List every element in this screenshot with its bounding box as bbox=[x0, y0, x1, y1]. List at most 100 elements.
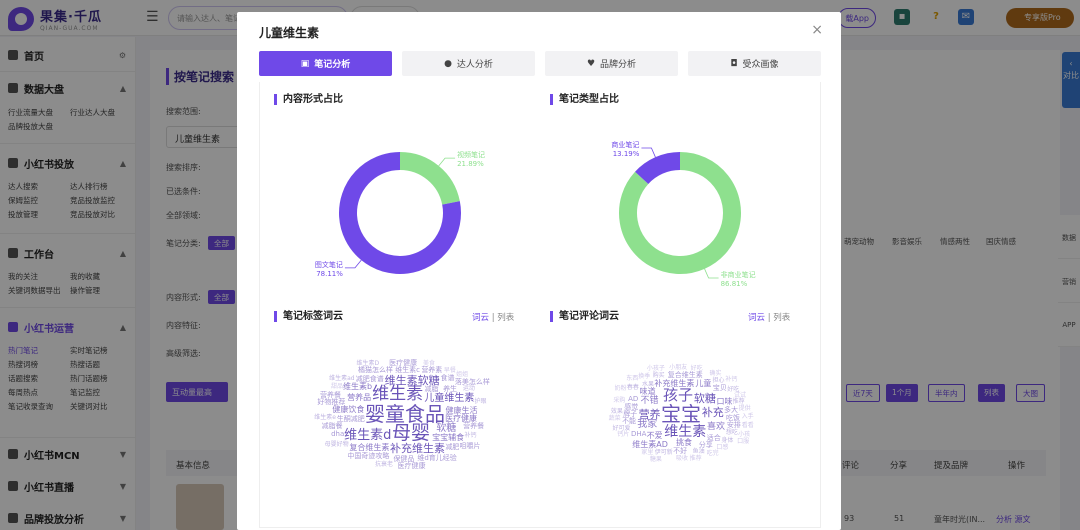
sidebar-item[interactable]: 达人搜索 bbox=[8, 182, 38, 191]
sort-by-interaction-button[interactable]: 互动量最高 bbox=[166, 382, 228, 402]
word-cloud-item[interactable]: 橘猫怎么样 bbox=[358, 366, 394, 375]
vip-button[interactable]: 专享版Pro bbox=[1006, 8, 1074, 28]
tab-note-analysis[interactable]: ▣ 笔记分析 bbox=[259, 51, 392, 76]
word-cloud-item[interactable]: 保健品 bbox=[393, 454, 415, 463]
word-cloud-item[interactable]: 家里 bbox=[641, 449, 654, 457]
word-cloud-item[interactable]: 姐姐 bbox=[456, 371, 469, 379]
word-cloud-item[interactable]: 口感 bbox=[716, 443, 729, 451]
word-cloud-item[interactable]: 婴童食品 bbox=[365, 402, 445, 426]
word-cloud-item[interactable]: 宝宝辅食 bbox=[432, 433, 465, 443]
word-cloud-item[interactable]: 钙片 bbox=[617, 431, 630, 439]
word-cloud-item[interactable]: 试试 bbox=[733, 392, 746, 400]
word-cloud-item[interactable]: 早餐 bbox=[443, 367, 456, 375]
word-cloud-item[interactable]: 宝贝 bbox=[712, 383, 727, 392]
word-cloud-item[interactable]: 想吃 bbox=[725, 429, 738, 437]
category-item[interactable]: 萌宠动物 bbox=[844, 237, 874, 246]
sidebar-item-hot-notes[interactable]: 热门笔记 bbox=[8, 346, 38, 355]
word-cloud-item[interactable]: 护眼 bbox=[474, 398, 487, 406]
word-cloud-item[interactable]: 补充维生素 bbox=[390, 442, 446, 456]
word-cloud-item[interactable]: 补钙 bbox=[464, 432, 477, 440]
sidebar-item[interactable]: 达人排行榜 bbox=[70, 182, 108, 191]
sidebar-item[interactable]: 竞品投放监控 bbox=[70, 196, 115, 205]
word-cloud-item[interactable]: 适合 bbox=[706, 433, 721, 442]
word-cloud-item[interactable]: 食谱 bbox=[440, 374, 455, 383]
word-cloud-item[interactable]: 鱼油 bbox=[692, 447, 705, 455]
word-cloud-item[interactable]: 身体 bbox=[721, 437, 734, 445]
word-cloud-item[interactable]: 生酮减肥 bbox=[336, 414, 365, 423]
word-cloud-item[interactable]: 口服 bbox=[737, 437, 750, 445]
sidebar-item[interactable]: 我的收藏 bbox=[70, 272, 100, 281]
word-cloud-item[interactable]: 挑食 bbox=[676, 438, 693, 448]
word-cloud-item[interactable]: 营养餐 bbox=[319, 390, 341, 399]
word-cloud-item[interactable]: 维生素软糖 bbox=[384, 373, 440, 387]
category-item[interactable]: 国庆情感 bbox=[986, 237, 1016, 246]
sidebar-item[interactable]: 行业流量大盘 bbox=[8, 108, 53, 117]
word-cloud-item[interactable]: 中国奇迹攻略 bbox=[347, 452, 390, 461]
word-cloud-item[interactable]: 不爱 bbox=[646, 431, 663, 441]
sidebar-item[interactable]: 笔记监控 bbox=[70, 388, 100, 397]
sidebar-item[interactable]: 我的关注 bbox=[8, 272, 38, 281]
sidebar-item[interactable]: 关键词对比 bbox=[70, 402, 108, 411]
word-cloud-item[interactable]: 软糖 bbox=[693, 391, 716, 405]
word-cloud-item[interactable]: 春春 bbox=[626, 384, 639, 392]
compare-float-button[interactable]: ‹ 对比 bbox=[1062, 52, 1080, 108]
word-cloud-item[interactable]: 我家 bbox=[637, 419, 658, 431]
word-cloud-item[interactable]: 减脂 bbox=[424, 384, 439, 393]
comment-list-button[interactable]: 列表 bbox=[773, 313, 791, 323]
sidebar-item[interactable]: 操作管理 bbox=[70, 286, 100, 295]
word-cloud-item[interactable]: 东西 bbox=[626, 375, 639, 383]
word-cloud-item[interactable]: 美食 bbox=[423, 360, 436, 368]
time-1m-button[interactable]: 1个月 bbox=[886, 384, 918, 402]
word-cloud-item[interactable]: 补钙 bbox=[725, 375, 738, 383]
word-cloud-item[interactable]: 看看 bbox=[741, 422, 754, 430]
sidebar-item[interactable]: 热搜话题 bbox=[70, 360, 100, 369]
sidebar-item[interactable]: 实时笔记榜 bbox=[70, 346, 108, 355]
word-cloud-item[interactable]: 健康饮食 bbox=[332, 405, 365, 415]
donut-slice[interactable] bbox=[339, 152, 461, 274]
sidebar-item[interactable]: 品牌投放大盘 bbox=[8, 122, 53, 131]
briefcase-icon[interactable]: ▪ bbox=[894, 9, 910, 25]
word-cloud-item[interactable]: 运动 bbox=[462, 385, 475, 393]
sidebar-section-dashboard[interactable]: 数据大盘 ▲ bbox=[0, 78, 136, 98]
app-tool-button[interactable]: APP bbox=[1058, 303, 1080, 347]
content-form-all-tag[interactable]: 全部 bbox=[208, 290, 235, 304]
sidebar-section-operation[interactable]: 小红书运营 ▲ bbox=[0, 317, 136, 337]
word-cloud-item[interactable]: 减肥 bbox=[445, 443, 460, 452]
menu-toggle-icon[interactable]: ☰ bbox=[146, 9, 159, 25]
word-cloud-item[interactable]: 确实 bbox=[709, 370, 722, 378]
word-cloud-item[interactable]: 医疗健康 bbox=[445, 414, 478, 424]
word-cloud-item[interactable]: 母婴好物 bbox=[324, 441, 349, 449]
word-cloud-item[interactable]: 好吃 bbox=[690, 365, 703, 373]
word-cloud-item[interactable]: 健康生活 bbox=[445, 405, 478, 415]
word-cloud-item[interactable]: 抗衰老 bbox=[375, 460, 394, 468]
data-tool-button[interactable]: 数据 bbox=[1058, 215, 1080, 259]
word-cloud-item[interactable]: 维生素 bbox=[372, 383, 424, 404]
word-cloud-item[interactable]: 担心 bbox=[712, 376, 725, 384]
word-cloud-item[interactable]: 小孩 bbox=[738, 430, 751, 438]
word-cloud-item[interactable]: 小朋友 bbox=[669, 364, 688, 372]
word-cloud-item[interactable]: 补充 bbox=[701, 406, 724, 420]
word-cloud-item[interactable]: 好可爱 bbox=[612, 424, 631, 432]
word-cloud-item[interactable]: 购买 bbox=[652, 372, 665, 380]
sidebar-item[interactable]: 竞品投放对比 bbox=[70, 210, 115, 219]
word-cloud-item[interactable]: 维d育儿经验 bbox=[417, 453, 457, 462]
word-cloud-item[interactable]: 医疗健康 bbox=[397, 461, 426, 470]
word-cloud-item[interactable]: 感觉 bbox=[624, 402, 639, 411]
sidebar-section-workbench[interactable]: 工作台 ▲ bbox=[0, 243, 136, 263]
word-cloud-item[interactable]: 味道 bbox=[639, 387, 656, 397]
close-icon[interactable]: × bbox=[811, 22, 823, 38]
note-thumbnail[interactable] bbox=[176, 484, 224, 530]
logo[interactable]: 果集·千瓜 QIAN-GUA.COM bbox=[8, 6, 102, 32]
help-icon[interactable]: ? bbox=[933, 11, 939, 22]
mail-icon[interactable]: ✉ bbox=[958, 9, 974, 25]
word-cloud-item[interactable]: 软糖 bbox=[436, 423, 457, 435]
cell-actions[interactable]: 分析 源文 bbox=[996, 515, 1031, 524]
tab-influencer-analysis[interactable]: ● 达人分析 bbox=[402, 51, 535, 76]
word-cloud-item[interactable]: 减肥食谱 bbox=[355, 374, 384, 383]
sidebar-item[interactable]: 保姆监控 bbox=[8, 196, 38, 205]
view-list-button[interactable]: 列表 bbox=[978, 384, 1005, 402]
word-cloud-item[interactable]: 母婴 bbox=[392, 422, 431, 445]
category-item[interactable]: 情感两性 bbox=[940, 237, 970, 246]
word-cloud-item[interactable]: 营养素 bbox=[421, 366, 443, 375]
word-cloud-item[interactable]: 奶粉 bbox=[614, 385, 627, 393]
